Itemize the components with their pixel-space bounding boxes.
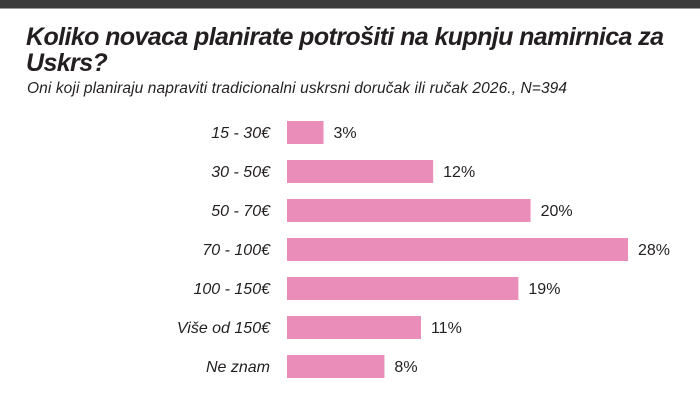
value-label: 8% <box>394 359 417 376</box>
value-label: 20% <box>541 203 573 220</box>
bar <box>287 160 434 183</box>
category-label: 15 - 30€ <box>211 125 271 142</box>
bar <box>287 238 628 261</box>
category-label: 30 - 50€ <box>211 164 271 181</box>
chart-title: Koliko novaca planirate potrošiti na kup… <box>26 23 664 77</box>
category-label: 70 - 100€ <box>202 242 271 259</box>
category-label: Ne znam <box>206 359 270 376</box>
value-label: 3% <box>334 125 357 142</box>
bar <box>287 316 421 339</box>
value-label: 12% <box>443 164 475 181</box>
bar <box>287 355 385 378</box>
category-label: 100 - 150€ <box>193 281 271 298</box>
category-label: Više od 150€ <box>177 320 271 337</box>
value-label: 11% <box>431 320 462 337</box>
value-label: 28% <box>638 242 670 259</box>
bar <box>287 199 531 222</box>
value-label: 19% <box>528 281 560 298</box>
bar <box>287 277 519 300</box>
bar <box>287 121 324 144</box>
category-label: 50 - 70€ <box>211 203 271 220</box>
chart-subtitle: Oni koji planiraju napraviti tradicional… <box>27 80 568 97</box>
top-rule <box>0 0 700 9</box>
